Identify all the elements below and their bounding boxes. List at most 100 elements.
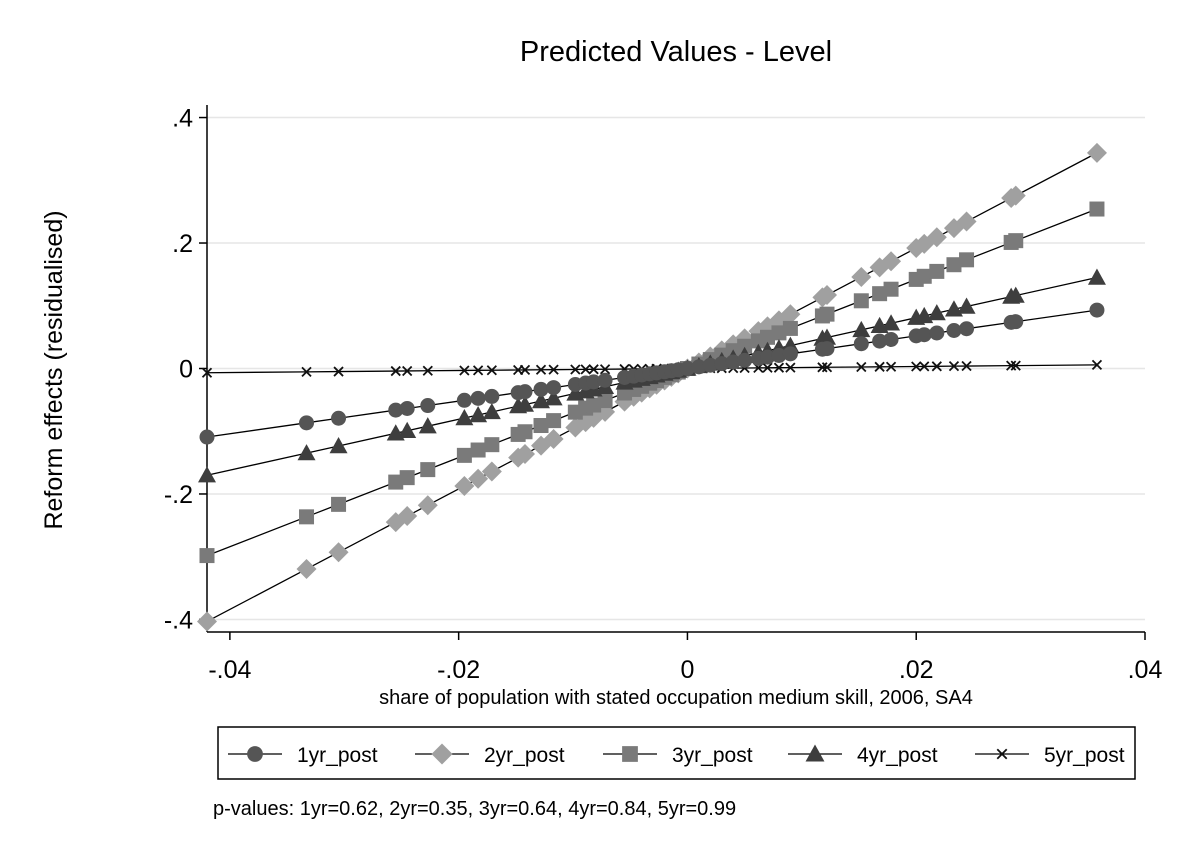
data-point bbox=[946, 322, 962, 338]
data-point bbox=[821, 362, 833, 373]
data-point bbox=[599, 364, 611, 375]
data-point bbox=[817, 328, 836, 345]
x-tick-label: -.04 bbox=[208, 656, 251, 684]
data-point bbox=[515, 444, 536, 465]
data-point bbox=[760, 349, 776, 365]
data-point bbox=[331, 496, 347, 512]
data-point bbox=[1087, 268, 1106, 285]
data-point bbox=[853, 293, 869, 309]
legend-marker bbox=[622, 746, 638, 762]
data-point bbox=[1089, 201, 1105, 217]
y-tick-label: 0 bbox=[179, 356, 193, 384]
legend-item-5yr_post: 5yr_post bbox=[975, 744, 1125, 767]
data-point bbox=[455, 409, 474, 426]
data-point bbox=[597, 393, 613, 409]
data-point bbox=[702, 357, 718, 373]
legend-item-3yr_post: 3yr_post bbox=[603, 744, 753, 767]
data-point bbox=[486, 365, 497, 376]
x-tick-label: .02 bbox=[899, 656, 934, 684]
chart-title: Predicted Values - Level bbox=[520, 36, 832, 68]
data-point bbox=[882, 314, 901, 331]
x-axis-label: share of population with stated occupati… bbox=[379, 687, 973, 709]
data-point bbox=[782, 346, 798, 362]
data-point bbox=[785, 362, 796, 373]
data-point bbox=[883, 281, 899, 297]
data-point bbox=[957, 297, 976, 314]
data-point bbox=[390, 365, 401, 377]
data-point bbox=[546, 413, 562, 429]
data-point bbox=[851, 266, 872, 287]
legend-item-4yr_post: 4yr_post bbox=[788, 744, 938, 767]
data-point bbox=[771, 347, 787, 363]
data-point bbox=[544, 389, 563, 406]
legend-marker bbox=[247, 746, 263, 762]
data-point bbox=[570, 364, 581, 375]
data-point bbox=[597, 372, 613, 388]
data-point bbox=[959, 321, 975, 337]
data-point bbox=[329, 436, 348, 454]
legend-item-1yr_post: 1yr_post bbox=[228, 744, 378, 767]
data-point bbox=[737, 338, 753, 354]
series-1yr_post bbox=[199, 302, 1105, 445]
data-point bbox=[725, 354, 741, 370]
legend-marker bbox=[996, 748, 1008, 760]
legend-label: 2yr_post bbox=[484, 744, 565, 767]
data-point bbox=[1086, 142, 1107, 163]
data-point bbox=[588, 364, 599, 375]
legend-marker bbox=[805, 744, 825, 762]
data-point bbox=[420, 462, 436, 478]
data-point bbox=[388, 402, 404, 418]
data-point bbox=[852, 320, 871, 338]
data-point bbox=[586, 397, 602, 413]
data-point bbox=[819, 341, 835, 357]
data-point bbox=[397, 506, 418, 527]
data-point bbox=[874, 361, 885, 372]
data-point bbox=[331, 410, 347, 426]
data-point bbox=[296, 559, 317, 580]
legend-box bbox=[217, 726, 1136, 780]
legend-item-2yr_post: 2yr_post bbox=[415, 743, 565, 767]
data-point bbox=[929, 325, 945, 341]
data-point bbox=[771, 325, 787, 341]
data-point bbox=[546, 380, 562, 396]
data-point bbox=[580, 364, 591, 375]
data-point bbox=[535, 364, 547, 375]
data-point bbox=[931, 361, 942, 372]
data-point bbox=[926, 227, 947, 248]
data-point bbox=[1089, 302, 1105, 318]
data-point bbox=[543, 428, 564, 449]
data-point bbox=[916, 268, 932, 284]
data-point bbox=[484, 437, 500, 453]
data-point bbox=[1008, 233, 1024, 249]
data-point bbox=[782, 320, 798, 336]
data-point bbox=[1006, 360, 1017, 371]
legend-marker bbox=[431, 743, 453, 765]
data-point bbox=[470, 442, 486, 458]
data-point bbox=[1091, 359, 1103, 371]
data-point bbox=[399, 400, 415, 416]
legend: 1yr_post 2yr_post 3yr_post 4yr_post 5yr_post bbox=[217, 726, 1136, 780]
legend-label: 4yr_post bbox=[857, 744, 938, 767]
legend-label: 3yr_post bbox=[672, 744, 753, 767]
data-point bbox=[948, 361, 960, 372]
data-point bbox=[417, 495, 438, 516]
data-point bbox=[819, 306, 835, 322]
data-point bbox=[198, 466, 216, 483]
data-point bbox=[517, 384, 533, 400]
data-point bbox=[961, 360, 972, 372]
data-point bbox=[956, 211, 977, 232]
data-point bbox=[517, 424, 533, 440]
data-point bbox=[456, 392, 472, 408]
y-tick-label: -.4 bbox=[164, 606, 193, 634]
x-tick-label: .04 bbox=[1128, 656, 1163, 684]
data-point bbox=[737, 352, 753, 368]
data-point bbox=[1005, 185, 1026, 206]
data-point bbox=[679, 361, 695, 376]
data-point bbox=[399, 470, 415, 486]
x-tick-label: 0 bbox=[680, 656, 694, 684]
p-values-note: p-values: 1yr=0.62, 2yr=0.35, 3yr=0.64, … bbox=[213, 798, 736, 820]
data-point bbox=[468, 468, 489, 489]
data-point bbox=[519, 364, 531, 376]
data-point bbox=[919, 361, 930, 372]
